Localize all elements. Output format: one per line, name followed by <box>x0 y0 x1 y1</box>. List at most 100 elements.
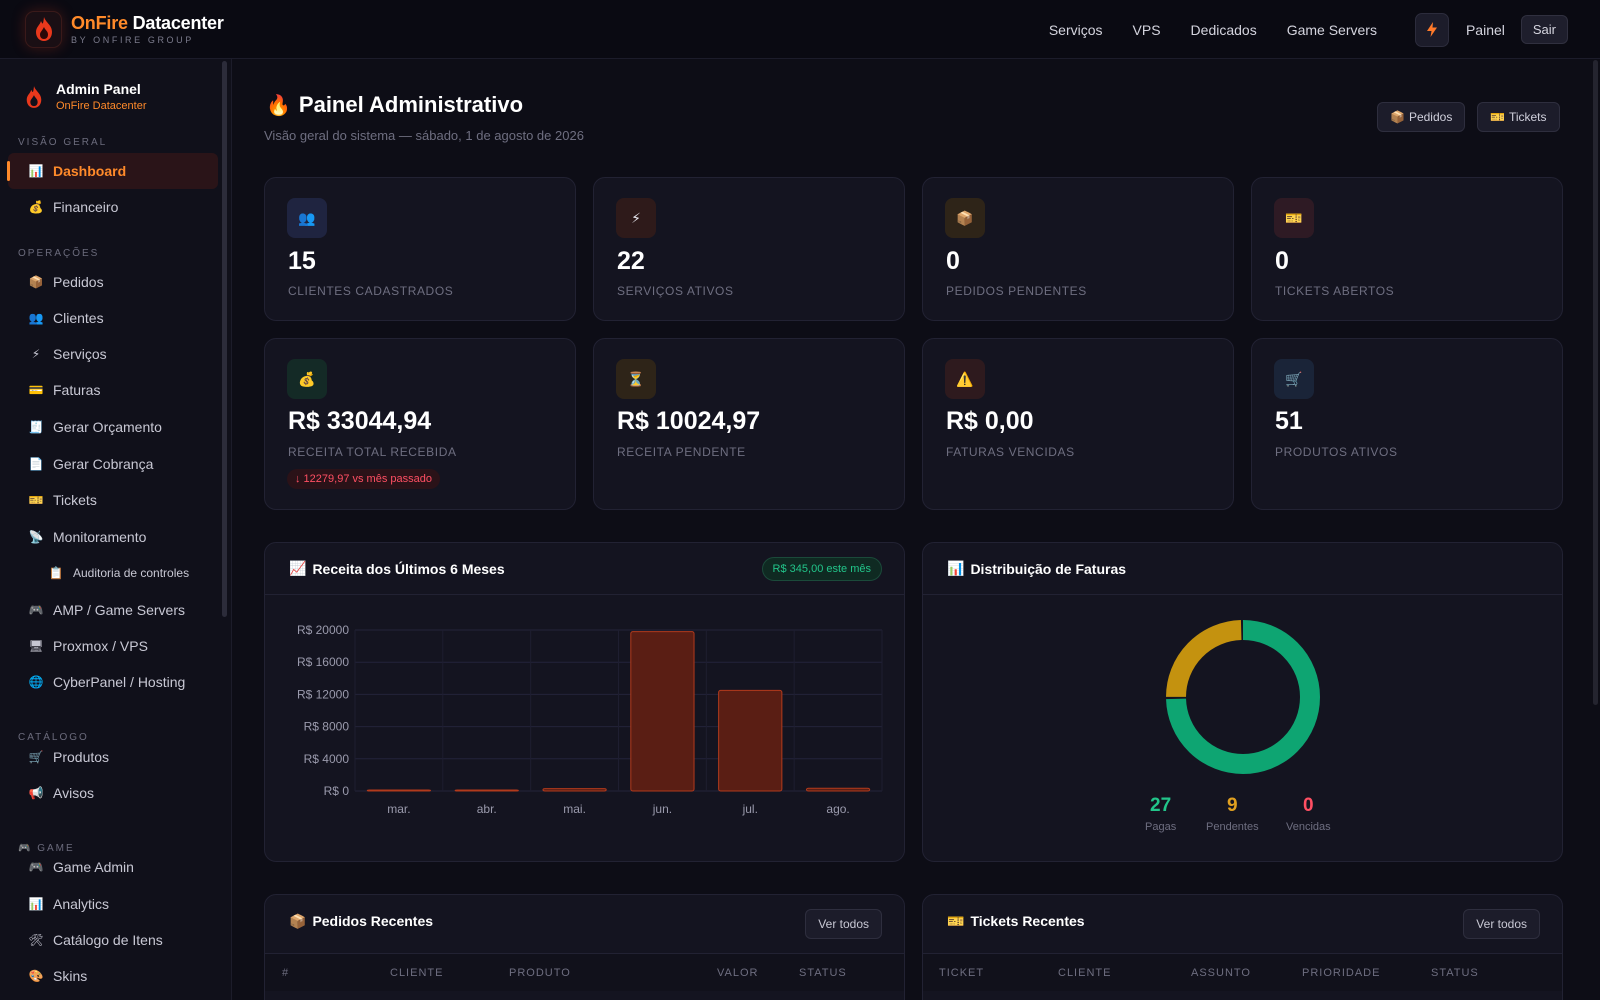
warning-icon: ⚠️ <box>945 359 985 399</box>
trend-badge: ↓ 12279,97 vs mês passado <box>287 469 440 489</box>
package-icon: 📦 <box>945 198 985 238</box>
ticket-icon: 🎫 <box>1274 198 1314 238</box>
legend-pendentes-label: Pendentes <box>1206 821 1259 833</box>
sidebar-item-gerar-cobranca[interactable]: 📄 Gerar Cobrança <box>8 446 218 482</box>
page-scrollbar[interactable] <box>1593 60 1598 705</box>
sidebar-item-produtos[interactable]: 🛒 Produtos <box>8 739 218 775</box>
gamepad-icon: 🎮 <box>28 603 44 617</box>
stat-card-receita-pendente[interactable]: ⏳ R$ 10024,97 RECEITA PENDENTE <box>593 338 905 510</box>
sidebar-item-monitoramento[interactable]: 📡 Monitoramento <box>8 519 218 555</box>
bar-mai <box>542 788 607 792</box>
bolt-icon: ⚡ <box>31 347 41 361</box>
sidebar-item-label: Serviços <box>53 346 107 362</box>
this-month-badge: R$ 345,00 este mês <box>761 557 882 581</box>
nav-vps[interactable]: VPS <box>1132 21 1161 38</box>
y-tick-label: R$ 12000 <box>297 687 349 701</box>
sidebar-item-financeiro[interactable]: 💰 Financeiro <box>8 189 218 225</box>
sidebar-item-proxmox[interactable]: 🖥 Proxmox / VPS <box>8 628 218 664</box>
sidebar-item-avisos[interactable]: 📢 Avisos <box>8 775 218 811</box>
stat-card-pedidos[interactable]: 📦 0 PEDIDOS PENDENTES <box>922 177 1234 321</box>
orders-view-all-button[interactable]: Ver todos <box>805 909 882 939</box>
col-valor[interactable]: VALOR <box>717 966 759 979</box>
sidebar-item-auditoria[interactable]: 📋 Auditoria de controles <box>8 555 218 591</box>
page-title-row: 🔥 Painel Administrativo <box>266 92 523 118</box>
clipboard-icon: 📋 <box>48 566 64 580</box>
logout-button[interactable]: Sair <box>1520 15 1568 44</box>
sidebar-item-servicos[interactable]: ⚡ Serviços <box>8 336 218 372</box>
sidebar-item-label: Clientes <box>53 310 104 326</box>
sidebar-item-skins[interactable]: 🎨 Skins <box>8 958 218 994</box>
tickets-view-all-button[interactable]: Ver todos <box>1463 909 1540 939</box>
line-chart-icon: 📈 <box>289 560 307 576</box>
sidebar-item-pedidos[interactable]: 📦 Pedidos <box>8 264 218 300</box>
col-produto[interactable]: PRODUTO <box>509 966 571 979</box>
x-tick-label: mai. <box>563 802 586 816</box>
sidebar-item-label: AMP / Game Servers <box>53 602 186 618</box>
col-cliente[interactable]: CLIENTE <box>390 966 444 979</box>
flame-icon <box>26 85 42 108</box>
satellite-icon: 📡 <box>28 530 44 544</box>
col-status[interactable]: STATUS <box>1431 966 1479 979</box>
nav-painel[interactable]: Painel <box>1465 21 1505 38</box>
stat-label: TICKETS ABERTOS <box>1275 284 1395 298</box>
gamepad-icon: 🎮 <box>18 843 38 854</box>
stat-label: PEDIDOS PENDENTES <box>946 284 1087 298</box>
stat-card-clientes[interactable]: 👥 15 CLIENTES CADASTRADOS <box>264 177 576 321</box>
invoice-panel: 📊 Distribuição de Faturas 27 Pagas 9 Pen… <box>922 542 1563 862</box>
sidebar-scrollbar[interactable] <box>222 61 227 617</box>
brand-name-on: OnFire <box>71 12 128 33</box>
nav-dedicados[interactable]: Dedicados <box>1190 21 1257 38</box>
top-nav: Serviços VPS Dedicados Game Servers Pain… <box>1049 0 1600 59</box>
sidebar-item-label: Faturas <box>53 382 101 398</box>
admin-header: Admin Panel OnFire Datacenter <box>0 59 231 112</box>
nav-game-servers[interactable]: Game Servers <box>1286 21 1377 38</box>
pedidos-button-label: Pedidos <box>1408 110 1453 124</box>
stat-value: 15 <box>288 247 316 275</box>
sidebar-item-label: Analytics <box>53 896 110 912</box>
cart-icon: 🛒 <box>1274 359 1314 399</box>
sidebar-item-amp[interactable]: 🎮 AMP / Game Servers <box>8 592 218 628</box>
stat-value: 22 <box>617 247 645 275</box>
section-operacoes: OPERAÇÕES <box>18 248 100 259</box>
col-id[interactable]: # <box>282 966 290 979</box>
stat-card-produtos[interactable]: 🛒 51 PRODUTOS ATIVOS <box>1251 338 1563 510</box>
tools-icon: 🛠 <box>28 933 44 947</box>
x-tick-label: ago. <box>826 802 849 816</box>
sidebar-item-gerar-orcamento[interactable]: 🧾 Gerar Orçamento <box>8 409 218 445</box>
brand[interactable]: OnFire Datacenter BY ONFIRE GROUP <box>25 10 224 48</box>
stat-label: RECEITA PENDENTE <box>617 445 746 459</box>
legend-pagas: 27 Pagas <box>1145 795 1176 833</box>
col-status[interactable]: STATUS <box>799 966 847 979</box>
col-prioridade[interactable]: PRIORIDADE <box>1302 966 1381 979</box>
bar-jun <box>630 631 695 792</box>
sidebar-item-tickets[interactable]: 🎫 Tickets <box>8 482 218 518</box>
col-assunto[interactable]: ASSUNTO <box>1191 966 1251 979</box>
bolt-button[interactable] <box>1414 12 1449 47</box>
sidebar-item-cyberpanel[interactable]: 🌐 CyberPanel / Hosting <box>8 664 218 700</box>
admin-subtitle: OnFire Datacenter <box>56 100 147 112</box>
nav-servicos[interactable]: Serviços <box>1048 21 1103 38</box>
sidebar-item-game-admin[interactable]: 🎮 Game Admin <box>8 849 218 885</box>
sidebar-item-dashboard[interactable]: 📊 Dashboard <box>7 153 218 189</box>
stat-card-servicos[interactable]: ⚡ 22 SERVIÇOS ATIVOS <box>593 177 905 321</box>
sidebar-item-clientes[interactable]: 👥 Clientes <box>8 300 218 336</box>
revenue-panel-header: 📈 Receita dos Últimos 6 Meses R$ 345,00 … <box>265 543 904 595</box>
stat-card-receita-total[interactable]: 💰 R$ 33044,94 RECEITA TOTAL RECEBIDA ↓ 1… <box>264 338 576 510</box>
pedidos-button[interactable]: 📦 Pedidos <box>1377 102 1466 132</box>
tickets-button[interactable]: 🎫 Tickets <box>1477 102 1560 132</box>
legend-pendentes-value: 9 <box>1227 795 1238 816</box>
stat-value: 51 <box>1275 407 1303 435</box>
sidebar-item-analytics[interactable]: 📊 Analytics <box>8 886 218 922</box>
orders-panel-header: 📦 Pedidos Recentes Ver todos <box>265 895 904 947</box>
revenue-panel: 📈 Receita dos Últimos 6 Meses R$ 345,00 … <box>264 542 905 862</box>
y-tick-label: R$ 0 <box>324 784 350 798</box>
stat-card-tickets[interactable]: 🎫 0 TICKETS ABERTOS <box>1251 177 1563 321</box>
invoice-panel-header: 📊 Distribuição de Faturas <box>923 543 1562 595</box>
brand-subtitle: BY ONFIRE GROUP <box>71 34 194 45</box>
sidebar-item-faturas[interactable]: 💳 Faturas <box>8 372 218 408</box>
col-ticket[interactable]: TICKET <box>939 966 985 979</box>
donut-slice-pagas <box>1166 620 1320 774</box>
sidebar-item-catalogo-itens[interactable]: 🛠 Catálogo de Itens <box>8 922 218 958</box>
col-cliente[interactable]: CLIENTE <box>1058 966 1112 979</box>
stat-card-faturas-vencidas[interactable]: ⚠️ R$ 0,00 FATURAS VENCIDAS <box>922 338 1234 510</box>
